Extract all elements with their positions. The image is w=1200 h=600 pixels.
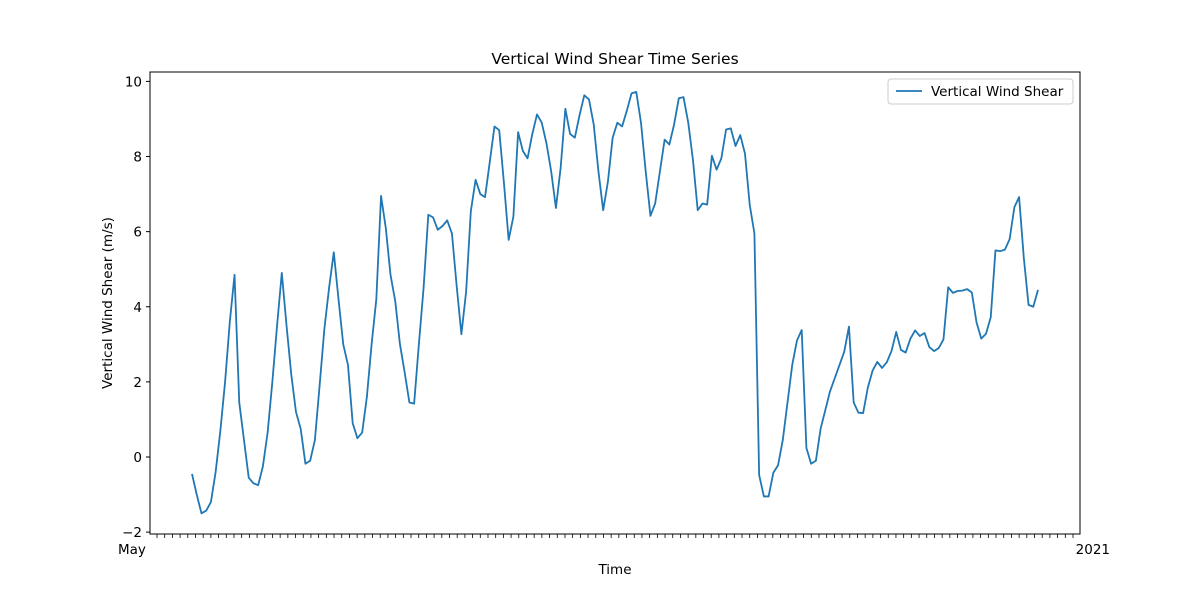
y-tick-label: 0 [133,450,142,466]
x-axis-ticks [156,534,1074,538]
y-tick-label: 2 [133,375,142,391]
series-layer [191,91,1039,515]
x-tick-label-first: May [118,542,146,558]
y-tick-label: 6 [133,225,142,241]
plot-area-frame [149,71,1081,535]
legend-box [887,78,1074,105]
y-tick-label: 10 [125,74,142,90]
series-line-vertical-wind-shear [191,91,1039,515]
y-tick-label: 4 [133,300,142,316]
legend-label: Vertical Wind Shear [931,84,1064,100]
x-axis-tick-labels: May 2021 [118,542,1110,558]
y-tick-label: 8 [133,150,142,166]
y-axis-ticks: −2 0 2 4 6 8 10 [122,74,150,541]
chart-title: Vertical Wind Shear Time Series [491,50,738,68]
y-axis-label: Vertical Wind Shear (m/s) [100,217,116,389]
legend: Vertical Wind Shear [887,78,1074,105]
x-axis-label: Time [597,562,631,578]
y-tick-label: −2 [122,525,142,541]
x-tick-label-last: 2021 [1076,542,1110,558]
